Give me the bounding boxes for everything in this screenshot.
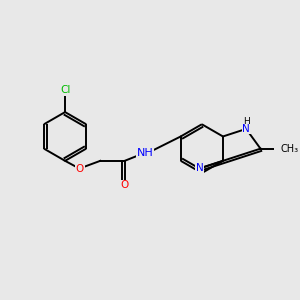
- Text: CH₃: CH₃: [281, 144, 299, 154]
- Text: O: O: [76, 164, 84, 174]
- Text: H: H: [243, 117, 250, 126]
- Text: NH: NH: [136, 148, 153, 158]
- Text: N: N: [196, 164, 204, 173]
- Text: Cl: Cl: [60, 85, 70, 95]
- Text: N: N: [242, 124, 250, 134]
- Text: O: O: [121, 180, 129, 190]
